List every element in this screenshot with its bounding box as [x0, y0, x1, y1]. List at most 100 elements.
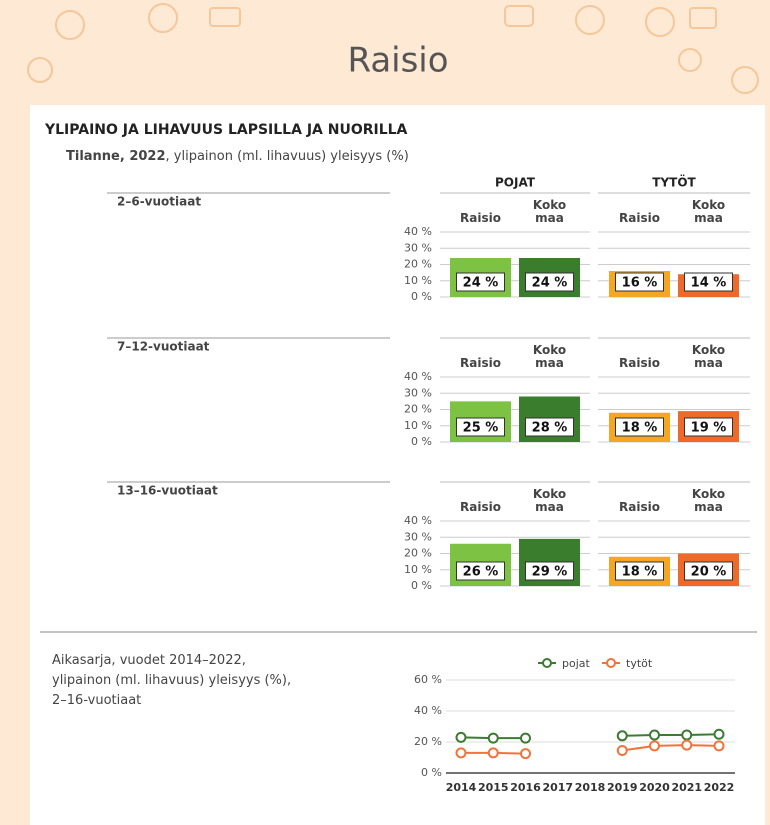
point: [520, 732, 531, 744]
legend-marker: [542, 658, 552, 668]
category-label: Koko maa: [691, 343, 726, 370]
category-label: Raisio: [619, 211, 660, 225]
category-label-box: Koko maa: [532, 343, 567, 370]
value-label-box: [615, 561, 664, 581]
value-label: 18 %: [622, 565, 658, 580]
value-label-box: [525, 417, 574, 437]
category-label: Koko maa: [691, 487, 726, 514]
category-label-box: Koko maa: [691, 198, 726, 225]
value-label-box: [684, 417, 733, 437]
x-tick-label: 2019: [607, 781, 638, 794]
point: [455, 747, 467, 759]
value-label-box: [456, 417, 505, 437]
y-tick-label: 40 %: [414, 704, 442, 717]
subtitle-bold: Tilanne, 2022: [66, 149, 166, 164]
y-tick-label: 30 %: [404, 530, 432, 543]
category-label: Raisio: [460, 500, 501, 514]
x-tick-label: 2021: [671, 781, 702, 794]
category-label-box: Raisio: [460, 211, 501, 225]
subtitle-rest: , ylipainon (ml. lihavuus) yleisyys (%): [166, 149, 409, 164]
category-label: Koko maa: [532, 487, 567, 514]
page-title: Raisio: [347, 41, 448, 81]
x-tick-label: 2018: [575, 781, 606, 794]
value-label: 14 %: [691, 276, 727, 291]
point: [616, 730, 628, 742]
age-group-title: 13–16-vuotiaat: [117, 484, 218, 498]
point: [713, 728, 725, 740]
category-label-box: Raisio: [460, 356, 501, 370]
category-label-box: Koko maa: [532, 198, 567, 225]
y-tick-label: 10 %: [404, 563, 432, 576]
category-label: Koko maa: [691, 198, 726, 225]
value-label: 24 %: [532, 276, 568, 291]
value-label: 18 %: [622, 421, 658, 436]
value-label-box: [684, 272, 733, 292]
category-label-box: Koko maa: [691, 487, 726, 514]
x-tick-label: 2022: [704, 781, 735, 794]
point: [487, 732, 499, 744]
category-label-box: Raisio: [460, 500, 501, 514]
subtitle: Tilanne, 2022, ylipainon (ml. lihavuus) …: [66, 149, 409, 164]
value-label: 16 %: [622, 276, 658, 291]
y-tick-label: 10 %: [404, 274, 432, 287]
series-line: [622, 744, 720, 752]
line-chart-title-box: Aikasarja, vuodet 2014–2022, ylipainon (…: [52, 653, 292, 708]
point: [455, 731, 467, 743]
point: [681, 739, 693, 751]
value-label: 20 %: [691, 565, 727, 580]
legend-marker: [606, 658, 616, 668]
y-tick-label: 20 %: [414, 735, 442, 748]
value-label-box: [456, 561, 505, 581]
value-label: 29 %: [532, 565, 568, 580]
category-label-box: Raisio: [619, 211, 660, 225]
value-label: 19 %: [691, 421, 727, 436]
category-label: Koko maa: [532, 343, 567, 370]
y-tick-label: 0 %: [411, 290, 432, 303]
series-line: [622, 733, 720, 737]
category-label: Koko maa: [532, 198, 567, 225]
category-label-box: Raisio: [619, 500, 660, 514]
section-title: YLIPAINO JA LIHAVUUS LAPSILLA JA NUORILL…: [44, 122, 408, 138]
value-label-box: [684, 561, 733, 581]
point: [487, 747, 499, 759]
value-label: 28 %: [532, 421, 568, 436]
x-tick-label: 2020: [639, 781, 670, 794]
legend-label: pojat: [562, 657, 591, 670]
category-label: Raisio: [619, 500, 660, 514]
y-tick-label: 0 %: [411, 579, 432, 592]
y-tick-label: 30 %: [404, 386, 432, 399]
line-chart-title: Aikasarja, vuodet 2014–2022, ylipainon (…: [52, 653, 292, 708]
group-title: TYTÖT: [652, 175, 696, 190]
category-label-box: Koko maa: [691, 343, 726, 370]
category-label: Raisio: [460, 211, 501, 225]
value-label-box: [615, 272, 664, 292]
value-label-box: [456, 272, 505, 292]
category-label: Raisio: [460, 356, 501, 370]
y-tick-label: 40 %: [404, 370, 432, 383]
x-tick-label: 2015: [478, 781, 509, 794]
point: [520, 748, 531, 760]
point: [681, 729, 693, 741]
value-label: 25 %: [463, 421, 499, 436]
category-label-box: Raisio: [619, 356, 660, 370]
value-label: 24 %: [463, 276, 499, 291]
y-tick-label: 20 %: [404, 403, 432, 416]
point: [649, 729, 660, 741]
x-tick-label: 2014: [446, 781, 477, 794]
category-label: Raisio: [619, 356, 660, 370]
age-group-title: 7–12-vuotiaat: [117, 340, 210, 354]
age-group-title: 2–6-vuotiaat: [117, 195, 201, 209]
value-label: 26 %: [463, 565, 499, 580]
legend-label: tytöt: [626, 657, 653, 670]
y-tick-label: 0 %: [421, 766, 442, 779]
y-tick-label: 60 %: [414, 673, 442, 686]
y-tick-label: 20 %: [404, 547, 432, 560]
y-tick-label: 40 %: [404, 514, 432, 527]
y-tick-label: 30 %: [404, 241, 432, 254]
y-tick-label: 10 %: [404, 419, 432, 432]
x-tick-label: 2016: [510, 781, 541, 794]
point: [649, 740, 660, 752]
point: [713, 740, 725, 752]
y-tick-label: 20 %: [404, 258, 432, 271]
